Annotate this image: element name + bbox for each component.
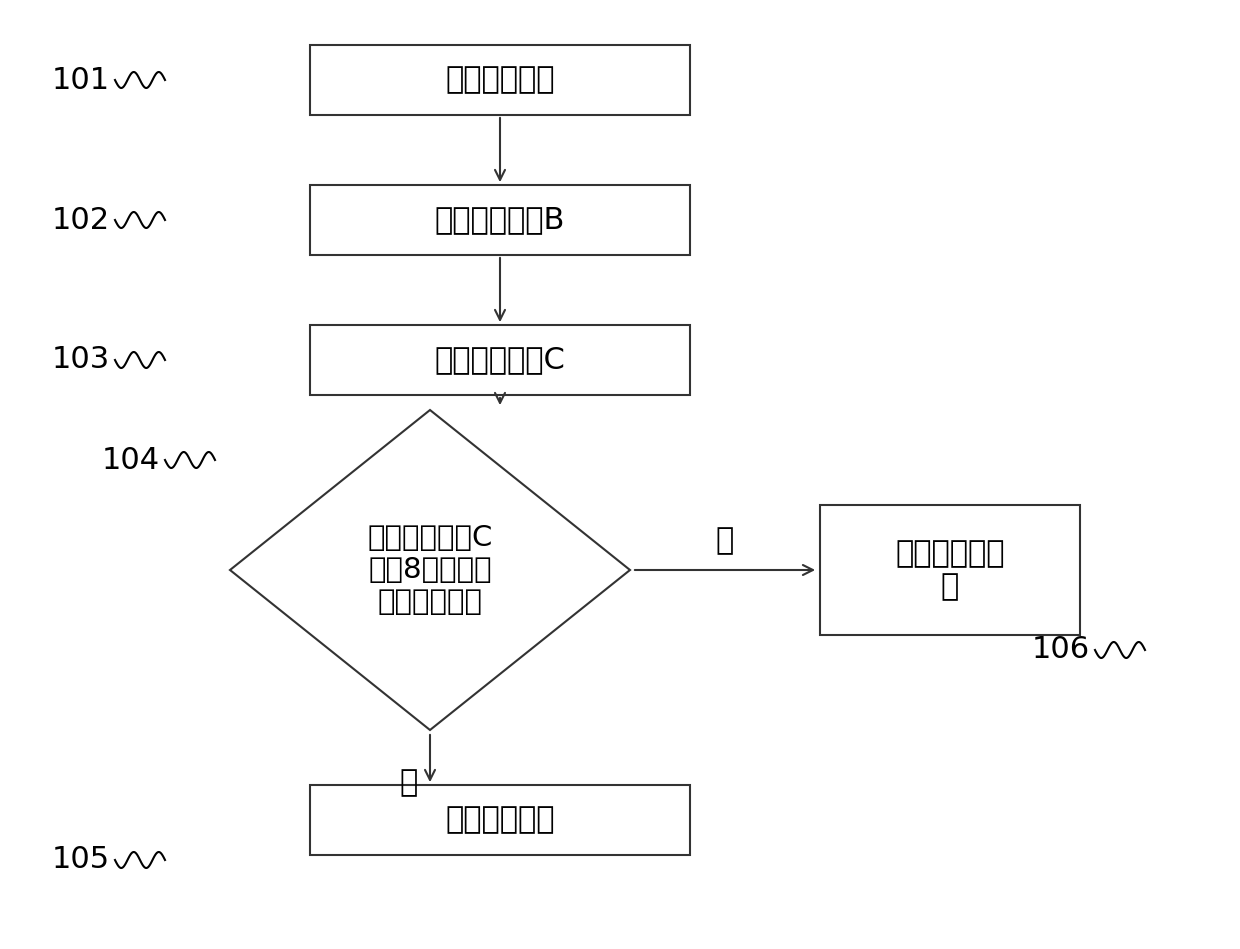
Text: 101: 101 xyxy=(52,65,110,95)
Text: 104: 104 xyxy=(102,445,160,474)
Bar xyxy=(820,505,1080,635)
Text: 允许芯片认机: 允许芯片认机 xyxy=(445,806,554,834)
Text: 是: 是 xyxy=(399,769,418,797)
Bar xyxy=(310,785,689,855)
Bar xyxy=(310,185,689,255)
Bar xyxy=(310,325,689,395)
Text: 读取第二数据B: 读取第二数据B xyxy=(435,206,565,234)
Text: 不允许芯片认
机: 不允许芯片认 机 xyxy=(895,539,1004,602)
Text: 106: 106 xyxy=(1032,636,1090,664)
Text: 接收待检数据C: 接收待检数据C xyxy=(434,345,565,375)
Bar xyxy=(310,45,689,115)
Text: 否: 否 xyxy=(715,526,734,555)
Text: 105: 105 xyxy=(52,846,110,874)
Text: 验证待检数据C
的前8个字节的
数据是否正确: 验证待检数据C 的前8个字节的 数据是否正确 xyxy=(367,524,492,617)
Polygon shape xyxy=(229,410,630,730)
Text: 发送第一数据: 发送第一数据 xyxy=(445,65,554,95)
Text: 103: 103 xyxy=(52,345,110,375)
Text: 102: 102 xyxy=(52,206,110,234)
